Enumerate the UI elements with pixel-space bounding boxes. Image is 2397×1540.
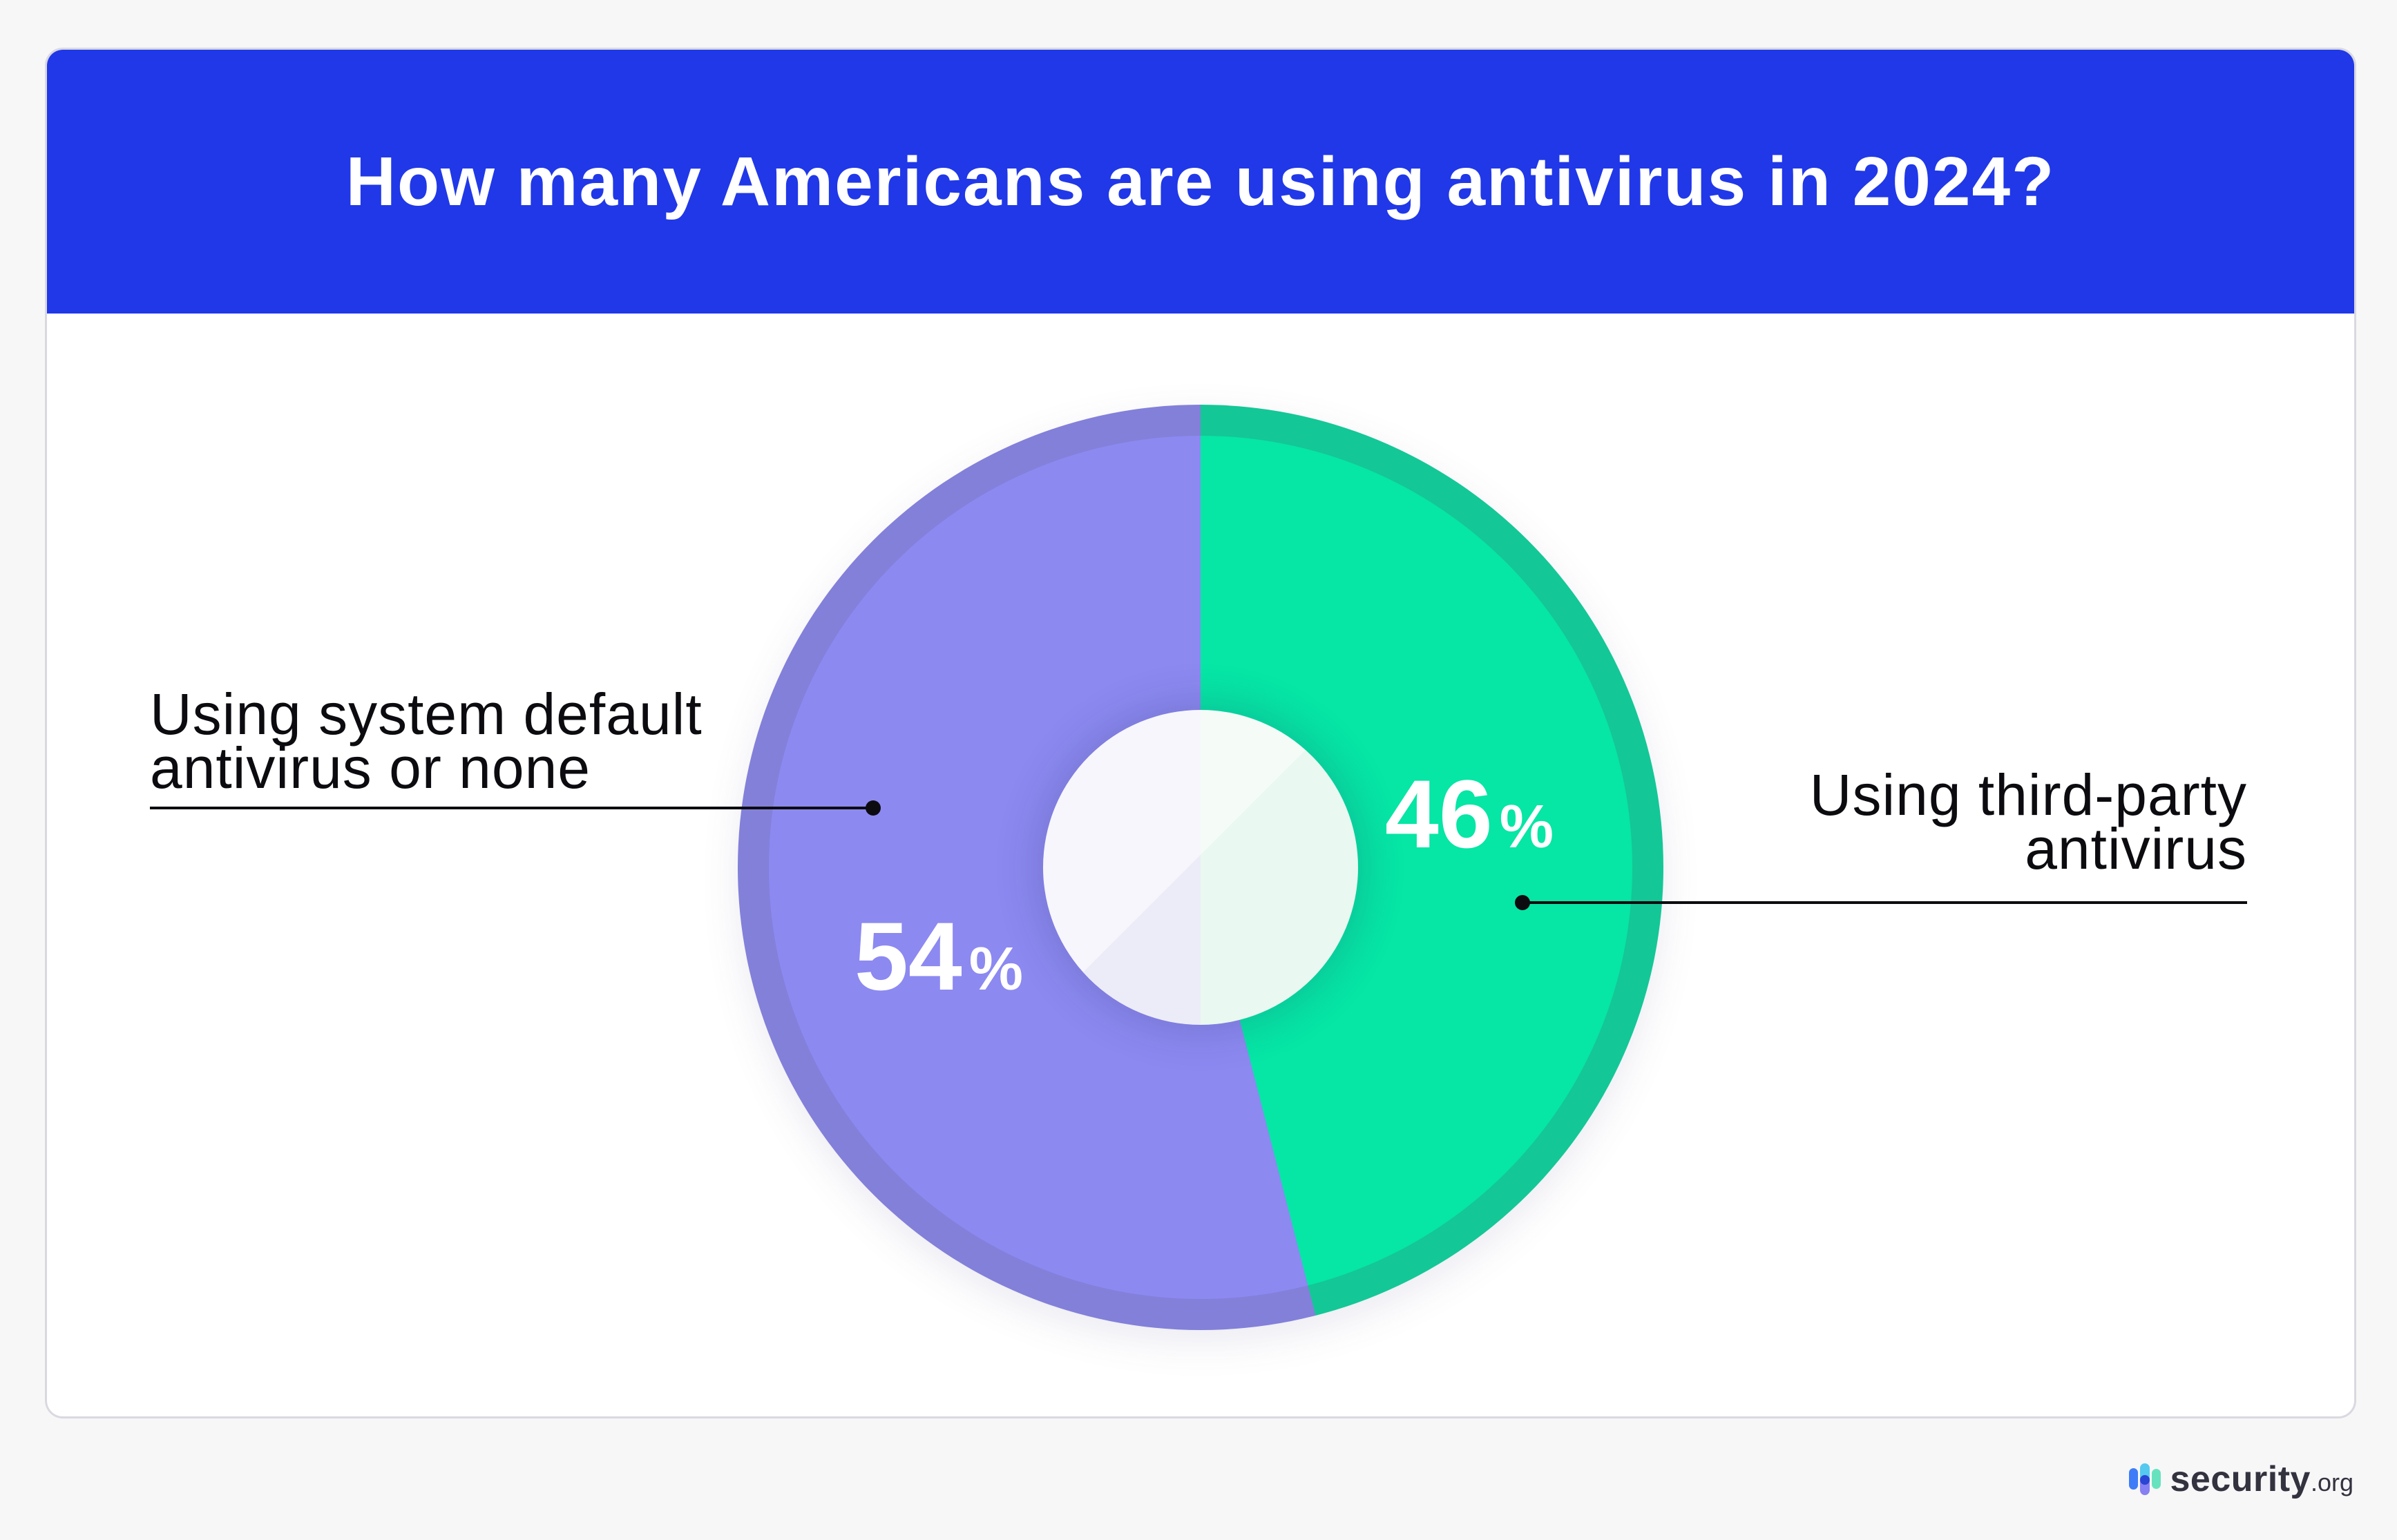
brand-logo[interactable]: security .org	[2128, 1459, 2354, 1500]
value-system-default-number: 54	[854, 902, 962, 1010]
logo-pill-blue	[2128, 1468, 2138, 1490]
callout-label-line: antivirus or none	[150, 735, 591, 800]
percent-sign: %	[968, 934, 1023, 1003]
header-banner: How many Americans are using antivirus i…	[47, 50, 2354, 314]
leader-line-left	[150, 807, 873, 809]
donut-hole	[1043, 710, 1358, 1025]
logo-dot	[2139, 1475, 2150, 1485]
brand-name: security	[2170, 1459, 2311, 1499]
callout-label-line: Using system default	[150, 682, 703, 747]
value-third-party: 46%	[1385, 766, 1554, 863]
value-system-default: 54%	[854, 908, 1023, 1005]
page-title: How many Americans are using antivirus i…	[345, 142, 2056, 220]
donut-chart: 46% 54%	[738, 405, 1663, 1330]
logo-pill-mint	[2151, 1469, 2161, 1489]
leader-dot-left	[866, 800, 881, 816]
leader-dot-right	[1515, 895, 1530, 910]
value-third-party-number: 46	[1385, 760, 1493, 868]
leader-line-right	[1522, 901, 2247, 904]
callout-label-line: antivirus	[2025, 816, 2247, 881]
brand-suffix: .org	[2310, 1468, 2353, 1496]
percent-sign: %	[1499, 792, 1554, 860]
callout-label-system-default: Using system default antivirus or none	[150, 682, 703, 800]
security-org-logo-icon	[2128, 1463, 2161, 1495]
brand-wordmark: security .org	[2170, 1459, 2354, 1500]
callout-label-line: Using third-party	[1809, 762, 2247, 827]
callout-label-third-party: Using third-party antivirus	[1809, 762, 2247, 881]
